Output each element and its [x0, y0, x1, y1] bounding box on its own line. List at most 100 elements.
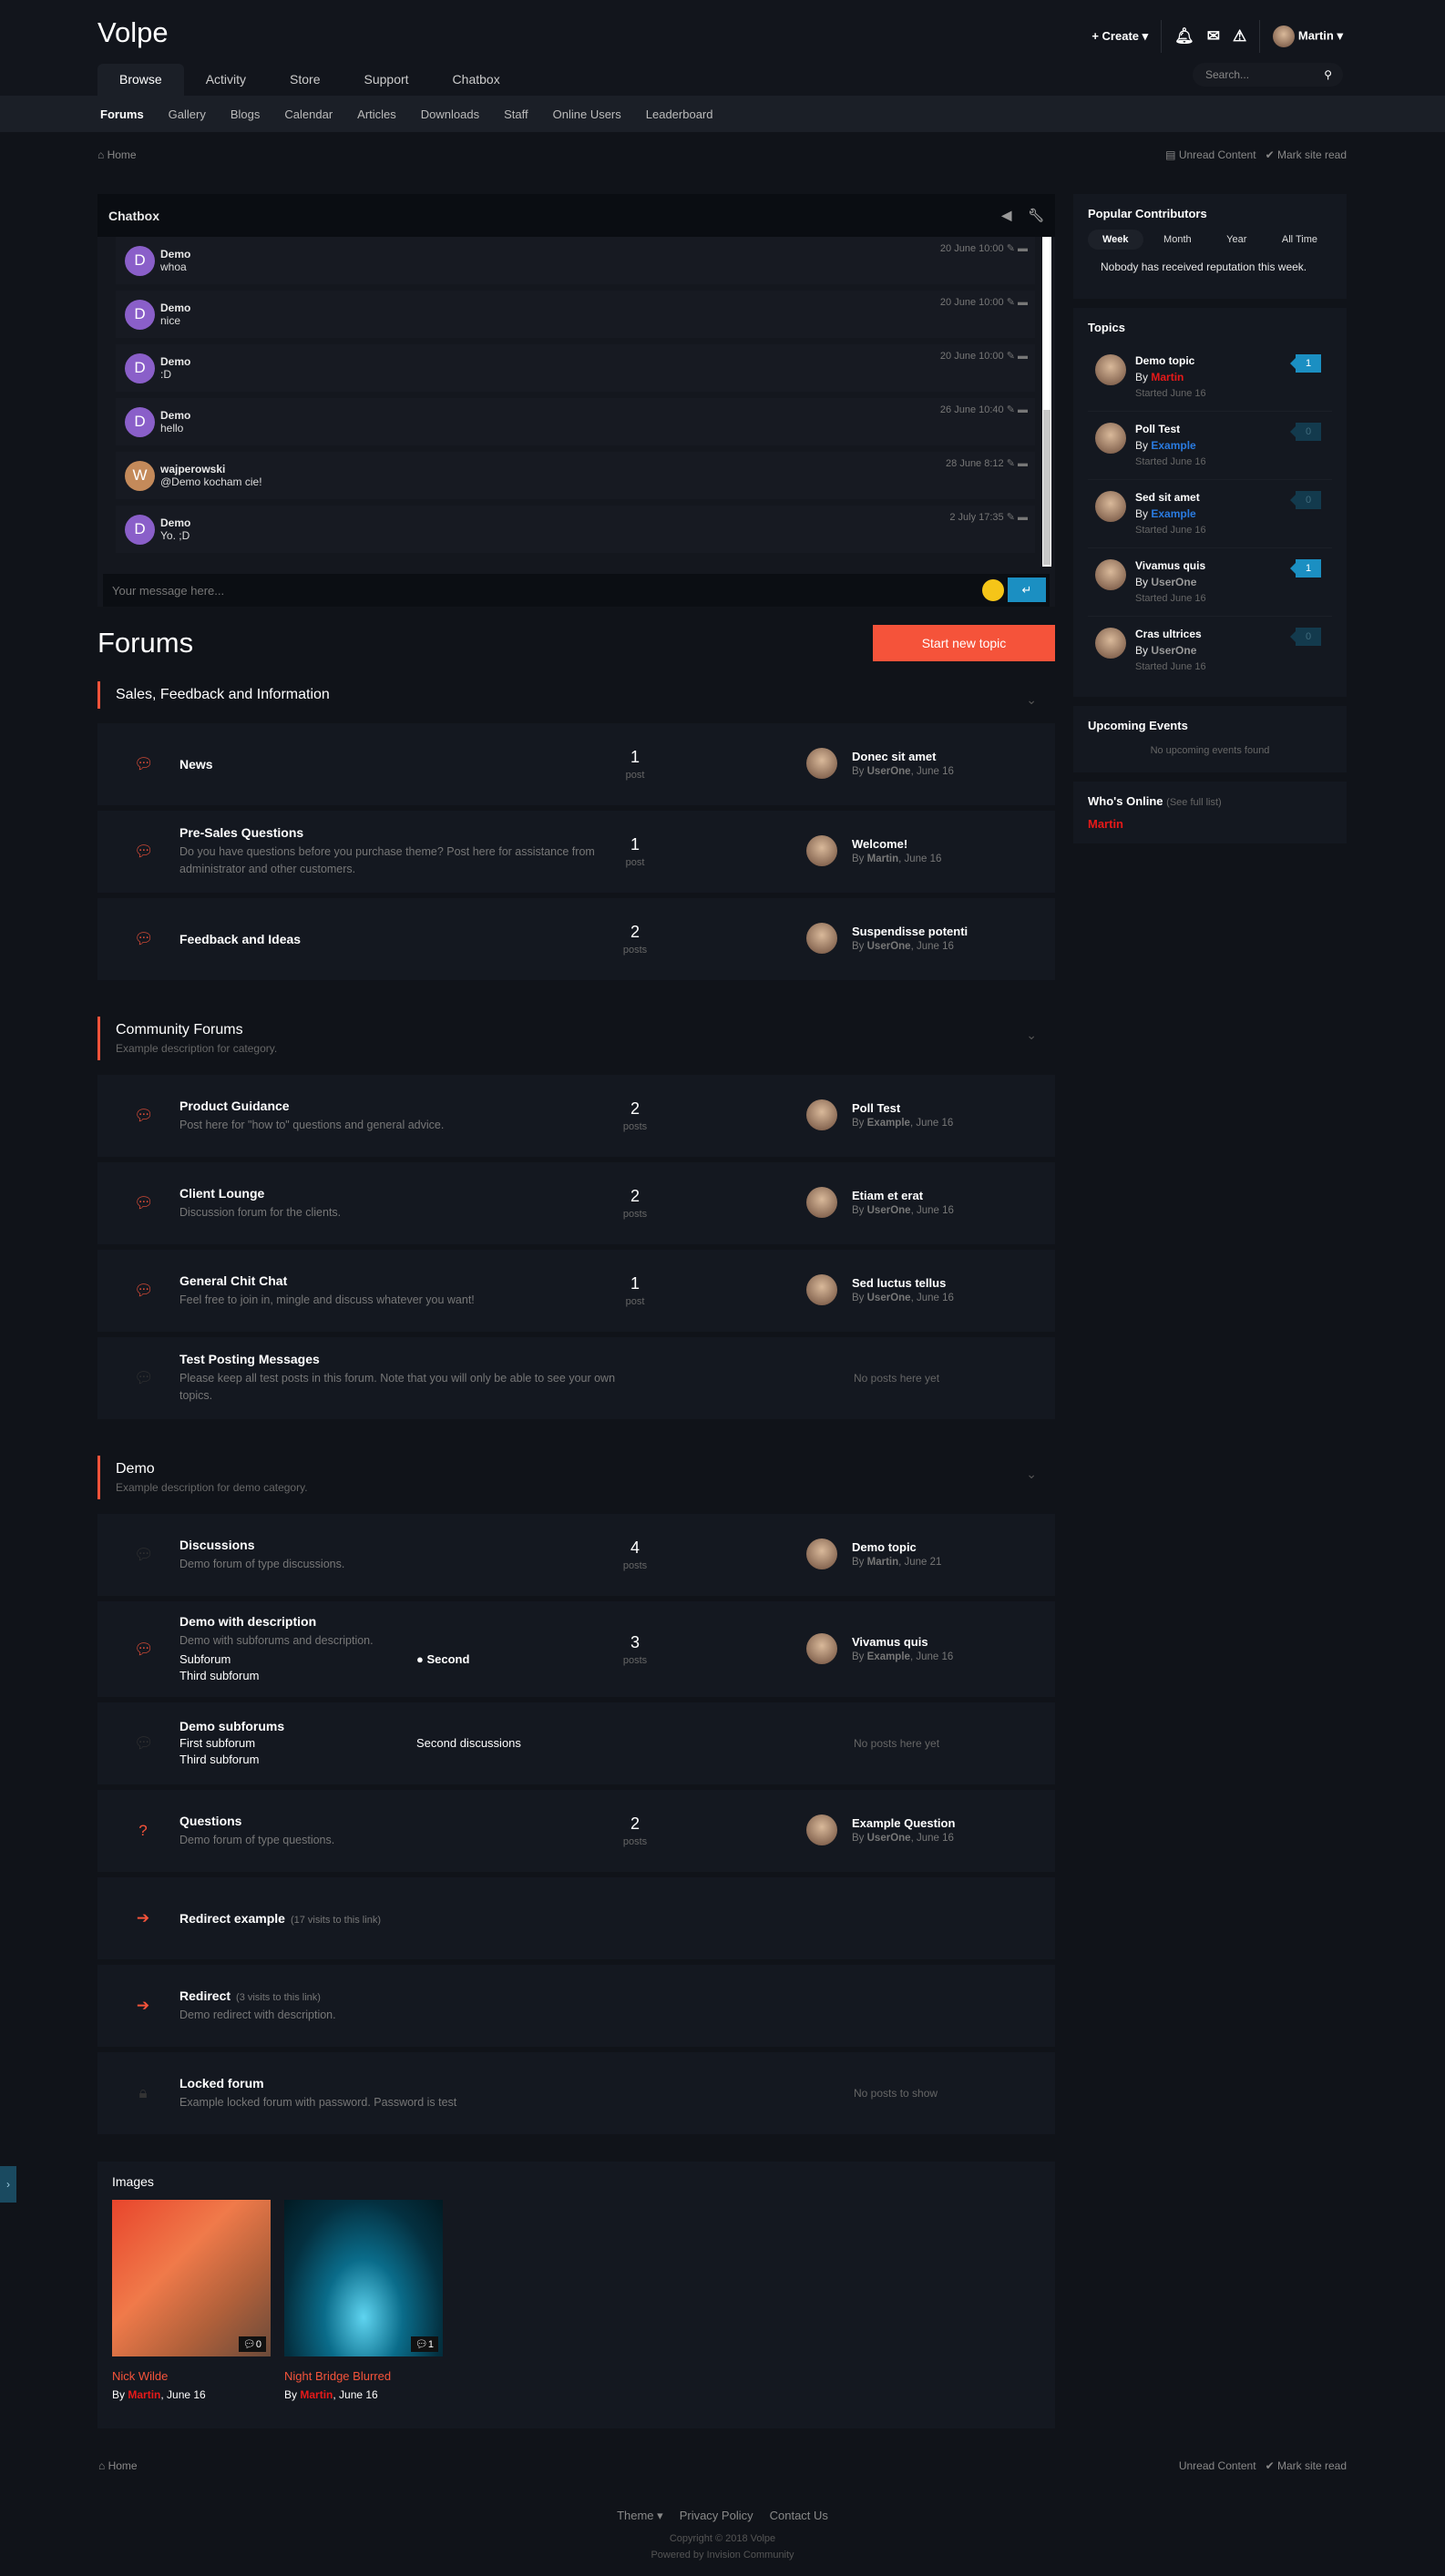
delete-icon[interactable]: ▬ [1014, 512, 1028, 523]
forum-name[interactable]: Test Posting Messages [179, 1352, 690, 1366]
image-title[interactable]: Night Bridge Blurred [284, 2369, 392, 2383]
category-title[interactable]: Sales, Feedback and Information [116, 687, 330, 702]
forum-title[interactable]: Locked forum [179, 2075, 264, 2090]
topic-title[interactable]: Sed sit amet [1135, 491, 1200, 504]
avatar[interactable]: D [125, 245, 155, 276]
forum-title[interactable]: Redirect example [179, 1911, 285, 1926]
forum-name[interactable]: Product Guidance [179, 1099, 690, 1113]
chevron-down-icon[interactable]: ⌄ [1026, 1467, 1037, 1481]
see-full-list-link[interactable]: (See full list) [1166, 797, 1222, 808]
author-link[interactable]: Martin [128, 2388, 161, 2401]
avatar[interactable] [806, 1538, 837, 1569]
edit-icon[interactable]: ✎ [1003, 512, 1015, 523]
nav-tab-store[interactable]: Store [290, 72, 321, 87]
wrench-icon[interactable]: 🔧︎ [1028, 208, 1044, 222]
forum-name[interactable]: Locked forum [179, 2076, 690, 2090]
bell-icon[interactable]: 🔔︎ [1174, 27, 1194, 45]
nav-tab-chatbox[interactable]: Chatbox [452, 72, 500, 87]
author-link[interactable]: Martin [866, 1557, 899, 1568]
subnav-staff[interactable]: Staff [504, 107, 528, 121]
avatar[interactable] [806, 1814, 837, 1845]
subforum-link[interactable]: Third subforum [179, 1669, 260, 1682]
avatar[interactable]: W [125, 460, 155, 491]
edit-icon[interactable]: ✎ [1003, 351, 1015, 362]
forum-name[interactable]: Redirect example (17 visits to this link) [179, 1911, 690, 1926]
forum-name[interactable]: Feedback and Ideas [179, 932, 690, 946]
forum-title[interactable]: Redirect [179, 1988, 231, 2003]
subnav-gallery[interactable]: Gallery [168, 107, 206, 121]
avatar[interactable] [806, 1632, 837, 1664]
message-author[interactable]: wajperowski [160, 463, 226, 475]
forum-name[interactable]: Client Lounge [179, 1186, 690, 1201]
avatar[interactable] [1095, 354, 1126, 385]
edit-icon[interactable]: ✎ [1003, 243, 1015, 254]
forum-title[interactable]: Product Guidance [179, 1098, 290, 1113]
last-post-title[interactable]: Sed luctus tellus [852, 1276, 947, 1290]
author-link[interactable]: Martin [300, 2388, 333, 2401]
topic-title[interactable]: Poll Test [1135, 423, 1181, 435]
last-post-title[interactable]: Example Question [852, 1816, 956, 1830]
author-link[interactable]: UserOne [866, 1205, 911, 1216]
gallery-image[interactable]: 💬︎1 Night Bridge Blurred By Martin, June 1… [284, 2200, 443, 2401]
subnav-blogs[interactable]: Blogs [230, 107, 261, 121]
forum-name[interactable]: News [179, 757, 690, 772]
subnav-downloads[interactable]: Downloads [420, 107, 480, 121]
tab-month[interactable]: Month [1163, 234, 1192, 245]
nav-tab-support[interactable]: Support [364, 72, 409, 87]
last-post-title[interactable]: Etiam et erat [852, 1189, 924, 1202]
forum-name[interactable]: Pre-Sales Questions [179, 825, 690, 840]
avatar[interactable] [1095, 423, 1126, 454]
last-post-title[interactable]: Donec sit amet [852, 750, 937, 763]
last-post-title[interactable]: Vivamus quis [852, 1634, 928, 1649]
forum-name[interactable]: General Chit Chat [179, 1273, 690, 1288]
subnav-calendar[interactable]: Calendar [284, 107, 333, 121]
author-link[interactable]: UserOne [1151, 644, 1197, 657]
subforum-link[interactable]: First subforum [179, 1736, 256, 1750]
subnav-articles[interactable]: Articles [357, 107, 396, 121]
author-link[interactable]: Example [1151, 439, 1196, 452]
avatar[interactable] [806, 1274, 837, 1305]
avatar[interactable] [806, 835, 837, 866]
nav-tab-browse[interactable]: Browse [97, 64, 184, 96]
author-link[interactable]: Example [866, 1118, 910, 1129]
user-menu[interactable]: Martin ▾ [1273, 26, 1343, 47]
subnav-online-users[interactable]: Online Users [552, 107, 621, 121]
author-link[interactable]: Martin [866, 854, 899, 864]
message-author[interactable]: Demo [160, 409, 191, 422]
avatar[interactable]: D [125, 353, 155, 383]
subnav-leaderboard[interactable]: Leaderboard [645, 107, 713, 121]
avatar[interactable]: D [125, 406, 155, 437]
forum-name[interactable]: Demo with description [179, 1614, 690, 1629]
author-link[interactable]: Example [1151, 507, 1196, 520]
unread-content-link[interactable]: ▤ Unread Content [1165, 148, 1256, 161]
avatar[interactable] [1095, 559, 1126, 590]
image-thumbnail[interactable]: 💬︎0 [112, 2200, 271, 2356]
subforum-link[interactable]: Second discussions [416, 1736, 521, 1750]
image-thumbnail[interactable]: 💬︎1 [284, 2200, 443, 2356]
forum-title[interactable]: Demo with description [179, 1614, 317, 1629]
avatar[interactable] [806, 1187, 837, 1218]
author-link[interactable]: UserOne [866, 1293, 911, 1303]
last-post-title[interactable]: Demo topic [852, 1540, 917, 1554]
edit-icon[interactable]: ✎ [1003, 404, 1015, 415]
author-link[interactable]: UserOne [1151, 576, 1197, 588]
send-button[interactable]: ↵ [1008, 578, 1046, 602]
forum-name[interactable]: Discussions [179, 1538, 690, 1552]
footer-home[interactable]: ⌂ Home [98, 2459, 138, 2472]
nav-tab-activity[interactable]: Activity [205, 72, 247, 87]
last-post-title[interactable]: Welcome! [852, 837, 908, 851]
author-link[interactable]: Example [866, 1651, 910, 1662]
message-author[interactable]: Demo [160, 302, 191, 314]
last-post-title[interactable]: Suspendisse potenti [852, 925, 968, 938]
forum-title[interactable]: Demo subforums [179, 1719, 285, 1733]
chevron-right-icon[interactable]: › [0, 2166, 16, 2203]
delete-icon[interactable]: ▬ [1014, 458, 1028, 469]
breadcrumb-home[interactable]: ⌂ Home [97, 148, 137, 161]
subforum-link[interactable]: ● Second [416, 1652, 470, 1666]
avatar[interactable]: D [125, 299, 155, 330]
tab-all-time[interactable]: All Time [1281, 234, 1317, 245]
tab-year[interactable]: Year [1226, 234, 1247, 245]
online-user[interactable]: Martin [1088, 817, 1123, 831]
author-link[interactable]: UserOne [866, 1833, 911, 1844]
author-link[interactable]: Martin [1151, 371, 1184, 383]
